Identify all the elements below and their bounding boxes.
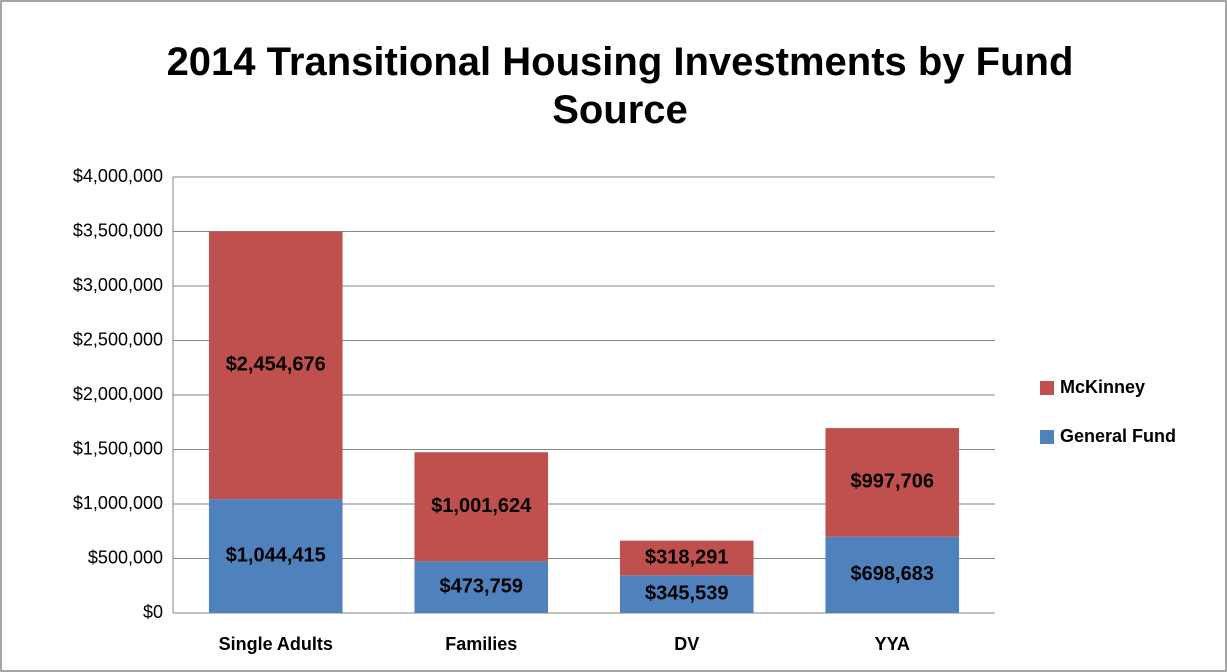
- y-tick-label: $0: [143, 602, 163, 622]
- legend-label: McKinney: [1060, 377, 1145, 397]
- bar-segment: [825, 536, 960, 613]
- bar-segment: [414, 452, 549, 562]
- data-label: $1,044,415: [226, 544, 326, 566]
- bar-segment: [208, 231, 343, 500]
- data-label: $318,291: [645, 546, 728, 568]
- data-label: $997,706: [851, 471, 934, 493]
- data-label: $698,683: [851, 563, 934, 585]
- legend-label: General Fund: [1060, 426, 1176, 446]
- data-label: $473,759: [440, 575, 523, 597]
- y-tick-label: $1,500,000: [73, 438, 163, 458]
- bar-segment: [208, 499, 343, 613]
- chart-title: 2014 Transitional Housing Investments by…: [166, 40, 1074, 132]
- bar-segment: [414, 561, 549, 613]
- bar-segment: [619, 540, 754, 576]
- bar-segment: [619, 575, 754, 613]
- y-tick-label: $1,000,000: [73, 493, 163, 513]
- y-tick-label: $4,000,000: [73, 166, 163, 186]
- x-tick-label: DV: [674, 634, 699, 654]
- bar-segment: [825, 428, 960, 537]
- y-tick-label: $500,000: [88, 547, 163, 567]
- data-label: $345,539: [645, 582, 728, 604]
- y-tick-label: $2,500,000: [73, 329, 163, 349]
- legend-swatch: [1040, 430, 1054, 444]
- legend-swatch: [1040, 381, 1054, 395]
- y-tick-label: $3,000,000: [73, 275, 163, 295]
- x-tick-label: Single Adults: [219, 634, 333, 654]
- x-tick-label: YYA: [875, 634, 910, 654]
- data-label: $2,454,676: [226, 354, 326, 376]
- y-tick-label: $3,500,000: [73, 220, 163, 240]
- x-tick-label: Families: [445, 634, 517, 654]
- data-label: $1,001,624: [431, 495, 532, 517]
- y-tick-label: $2,000,000: [73, 384, 163, 404]
